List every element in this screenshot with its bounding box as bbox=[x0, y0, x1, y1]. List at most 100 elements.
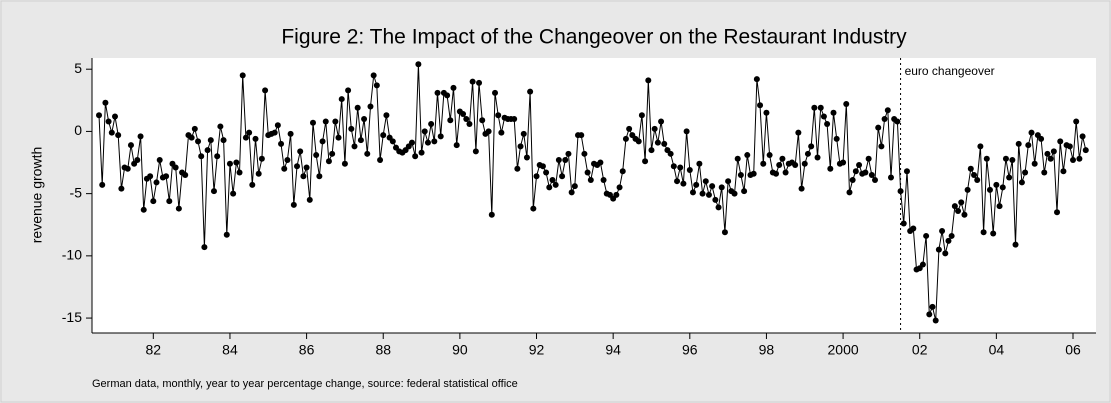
point bbox=[792, 162, 799, 169]
x-tick-label: 04 bbox=[989, 342, 1005, 358]
point bbox=[325, 158, 332, 165]
point bbox=[96, 112, 103, 119]
point bbox=[316, 173, 323, 180]
point bbox=[999, 184, 1006, 191]
point bbox=[849, 176, 856, 183]
point bbox=[156, 157, 163, 164]
point bbox=[648, 147, 655, 154]
point bbox=[246, 129, 253, 136]
point bbox=[1066, 143, 1073, 150]
x-tick-label: 92 bbox=[529, 342, 545, 358]
point bbox=[274, 122, 281, 129]
point bbox=[811, 104, 818, 111]
point bbox=[412, 153, 419, 160]
point bbox=[188, 134, 195, 141]
point bbox=[262, 87, 269, 94]
point bbox=[939, 227, 946, 234]
point bbox=[527, 88, 534, 95]
x-tick-label: 2000 bbox=[828, 342, 859, 358]
point bbox=[476, 79, 483, 86]
point bbox=[661, 140, 668, 147]
point bbox=[99, 181, 106, 188]
point bbox=[124, 165, 131, 172]
point bbox=[546, 184, 553, 191]
point bbox=[955, 208, 962, 215]
point bbox=[852, 168, 859, 175]
x-tick-label: 86 bbox=[299, 342, 315, 358]
point bbox=[571, 183, 578, 190]
point bbox=[239, 72, 246, 79]
point bbox=[1076, 155, 1083, 162]
point bbox=[444, 92, 451, 99]
x-tick-label: 90 bbox=[452, 342, 468, 358]
point bbox=[900, 220, 907, 227]
point bbox=[306, 196, 313, 203]
y-tick-label: 0 bbox=[74, 122, 82, 138]
point bbox=[935, 246, 942, 253]
point bbox=[683, 128, 690, 135]
point bbox=[357, 137, 364, 144]
point bbox=[712, 196, 719, 203]
point bbox=[495, 112, 502, 119]
point bbox=[763, 109, 770, 116]
point bbox=[431, 138, 438, 145]
point bbox=[520, 130, 527, 137]
y-tick-label: -5 bbox=[70, 184, 83, 200]
point bbox=[693, 181, 700, 188]
point bbox=[897, 188, 904, 195]
point bbox=[753, 76, 760, 83]
point bbox=[453, 142, 460, 149]
point bbox=[287, 130, 294, 137]
point bbox=[616, 184, 623, 191]
point bbox=[539, 163, 546, 170]
point bbox=[249, 181, 256, 188]
point bbox=[335, 134, 342, 141]
point bbox=[884, 107, 891, 114]
point bbox=[725, 178, 732, 185]
y-axis-label: revenue growth bbox=[29, 147, 45, 244]
point bbox=[370, 72, 377, 79]
point bbox=[986, 186, 993, 193]
point bbox=[887, 174, 894, 181]
point bbox=[667, 150, 674, 157]
point bbox=[705, 191, 712, 198]
point bbox=[559, 173, 566, 180]
point bbox=[303, 164, 310, 171]
point bbox=[721, 229, 728, 236]
point bbox=[469, 78, 476, 85]
point bbox=[1060, 168, 1067, 175]
point bbox=[364, 150, 371, 157]
point bbox=[578, 132, 585, 139]
point bbox=[252, 135, 259, 142]
point bbox=[597, 159, 604, 166]
point bbox=[472, 148, 479, 155]
point bbox=[568, 189, 575, 196]
point bbox=[150, 198, 157, 205]
point bbox=[846, 189, 853, 196]
plot-area bbox=[92, 58, 1096, 333]
point bbox=[645, 77, 652, 84]
point bbox=[1015, 140, 1022, 147]
point bbox=[236, 169, 243, 176]
point bbox=[840, 159, 847, 166]
point bbox=[108, 129, 115, 136]
point bbox=[415, 61, 422, 68]
point bbox=[798, 185, 805, 192]
point bbox=[322, 118, 329, 125]
point bbox=[488, 211, 495, 218]
x-tick-label: 84 bbox=[222, 342, 238, 358]
point bbox=[217, 123, 224, 130]
point bbox=[492, 89, 499, 96]
point bbox=[163, 173, 170, 180]
point bbox=[658, 118, 665, 125]
point bbox=[1073, 118, 1080, 125]
point bbox=[511, 115, 518, 122]
point bbox=[967, 165, 974, 172]
point bbox=[919, 261, 926, 268]
point bbox=[1006, 174, 1013, 181]
point bbox=[670, 163, 677, 170]
point bbox=[523, 154, 530, 161]
point bbox=[760, 160, 767, 167]
point bbox=[223, 231, 230, 238]
point bbox=[779, 155, 786, 162]
